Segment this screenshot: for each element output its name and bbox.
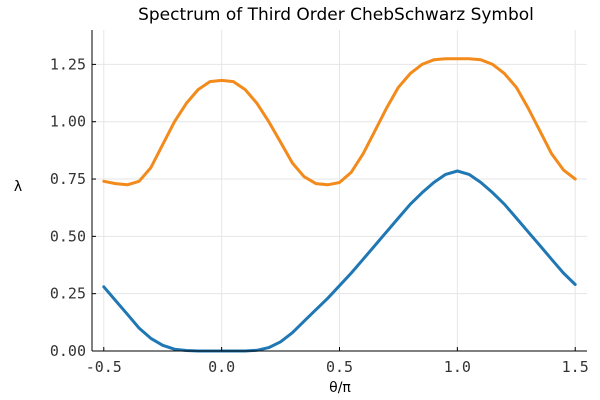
- chart-title: Spectrum of Third Order ChebSchwarz Symb…: [138, 5, 534, 25]
- series-group: [102, 57, 577, 353]
- series-line-2: [102, 57, 577, 187]
- x-tick-label: 0.0: [208, 358, 235, 376]
- y-tick-label: 1.25: [50, 55, 86, 73]
- y-tick-label: 0.50: [50, 227, 86, 245]
- series-line-1: [102, 169, 577, 353]
- x-ticks: -0.5 0.0 0.5 1.0 1.5: [86, 347, 589, 376]
- x-tick-label: -0.5: [86, 358, 122, 376]
- y-axis-label: λ: [14, 179, 22, 195]
- y-tick-label: 0.75: [50, 170, 86, 188]
- x-tick-label: 0.5: [326, 358, 353, 376]
- x-tick-label: 1.0: [444, 358, 471, 376]
- y-tick-label: 0.00: [50, 342, 86, 360]
- grid: [92, 30, 587, 352]
- y-ticks: 0.00 0.25 0.50 0.75 1.00 1.25: [50, 55, 96, 360]
- y-tick-label: 0.25: [50, 285, 86, 303]
- x-tick-label: 1.5: [562, 358, 589, 376]
- y-tick-label: 1.00: [50, 113, 86, 131]
- x-axis-label: θ/π: [329, 380, 351, 396]
